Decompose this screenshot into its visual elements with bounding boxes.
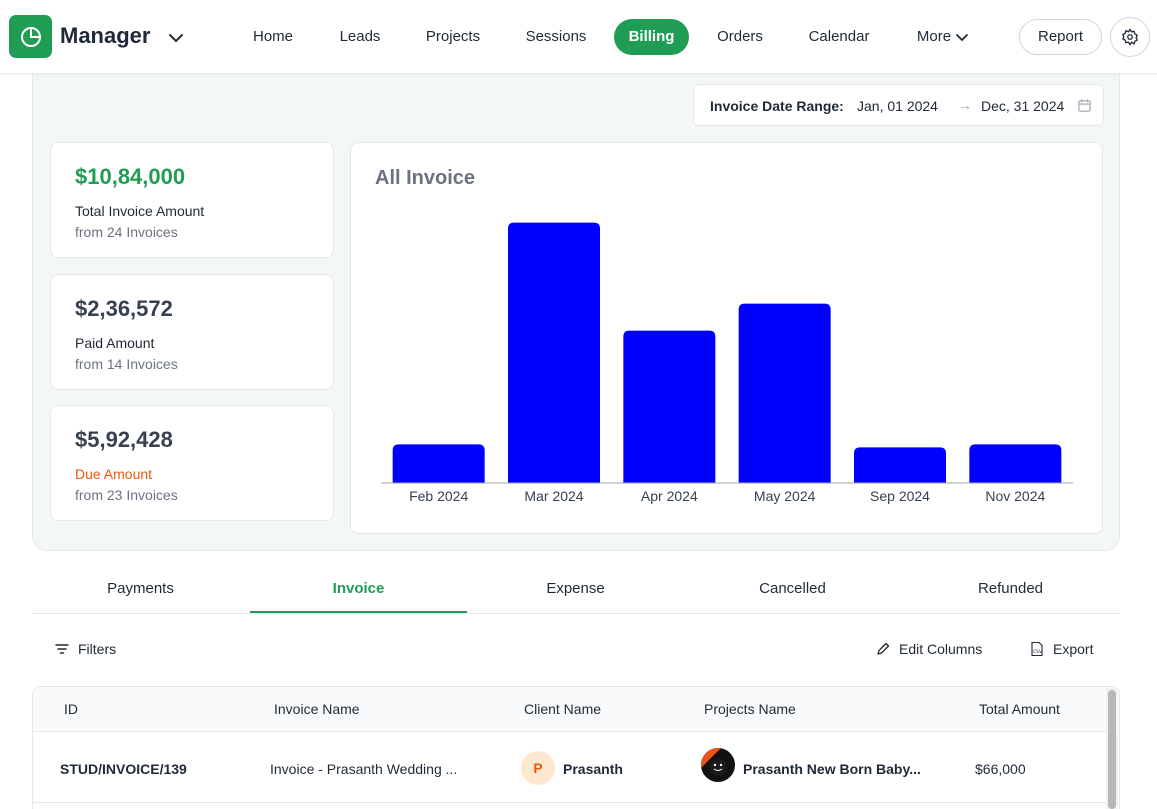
filters-label: Filters <box>78 641 117 657</box>
nav-projects[interactable]: Projects <box>425 28 481 45</box>
chart-bar-sep-2024[interactable] <box>854 447 946 483</box>
invoice-date-range-picker[interactable]: Invoice Date Range: Jan, 01 2024 → Dec, … <box>693 84 1104 126</box>
tab-invoice[interactable]: Invoice <box>250 567 467 613</box>
gear-icon <box>1121 28 1138 46</box>
paid-amount-card: $2,36,572 Paid Amount from 14 Invoices <box>50 274 334 390</box>
total-invoice-label: Total Invoice Amount <box>75 203 205 219</box>
edit-columns-button[interactable]: Edit Columns <box>875 641 982 657</box>
date-range-end[interactable]: Dec, 31 2024 <box>981 98 1065 114</box>
nav-orders[interactable]: Orders <box>717 28 763 45</box>
paid-invoice-count: from 14 Invoices <box>75 356 178 372</box>
export-button[interactable]: CSV Export <box>1029 641 1093 657</box>
brand-name[interactable]: Manager <box>60 23 151 48</box>
nav-sessions[interactable]: Sessions <box>525 28 587 45</box>
nav-more-label: More <box>916 28 952 45</box>
table-row[interactable]: STUD/INVOICE/139 Invoice - Prasanth Wedd… <box>33 733 1119 803</box>
due-amount-card: $5,92,428 Due Amount from 23 Invoices <box>50 405 334 521</box>
tab-cancelled[interactable]: Cancelled <box>759 580 826 597</box>
settings-button[interactable] <box>1110 17 1150 57</box>
column-projects-name[interactable]: Projects Name <box>704 701 796 717</box>
svg-text:CSV: CSV <box>1033 649 1043 655</box>
invoice-table: ID Invoice Name Client Name Projects Nam… <box>32 686 1120 809</box>
csv-file-icon: CSV <box>1031 641 1043 657</box>
x-tick-label: Apr 2024 <box>641 488 698 504</box>
calendar-icon[interactable] <box>1077 98 1092 113</box>
x-tick-label: May 2024 <box>754 488 816 504</box>
app-logo-icon[interactable] <box>9 15 52 58</box>
chart-title: All Invoice <box>375 167 476 189</box>
chevron-down-icon[interactable] <box>166 28 186 48</box>
chevron-down-icon <box>956 34 968 42</box>
total-amount: $66,000 <box>975 761 1026 777</box>
chart-bar-feb-2024[interactable] <box>392 444 485 483</box>
filters-button[interactable]: Filters <box>54 641 116 657</box>
total-invoice-count: from 24 Invoices <box>75 224 178 240</box>
due-invoice-count: from 23 Invoices <box>75 487 178 503</box>
project-thumbnail-icon <box>701 748 735 782</box>
column-invoice-name[interactable]: Invoice Name <box>274 701 360 717</box>
scrollbar-thumb[interactable] <box>1108 690 1116 809</box>
tab-expense[interactable]: Expense <box>546 580 605 597</box>
invoice-bar-chart: Feb 2024 Mar 2024 Apr 2024 May 2024 Sep 2024… <box>381 222 1073 504</box>
project-name[interactable]: Prasanth New Born Baby... <box>743 761 921 777</box>
client-name[interactable]: Prasanth <box>563 761 623 777</box>
x-tick-label: Sep 2024 <box>870 488 930 504</box>
export-label: Export <box>1053 641 1094 657</box>
column-id[interactable]: ID <box>64 701 78 717</box>
x-tick-label: Nov 2024 <box>985 488 1045 504</box>
column-total-amount[interactable]: Total Amount <box>979 701 1060 717</box>
summary-panel: Invoice Date Range: Jan, 01 2024 → Dec, … <box>32 66 1120 551</box>
filter-icon <box>55 644 69 654</box>
nav-leads[interactable]: Leads <box>339 28 381 45</box>
x-tick-label: Feb 2024 <box>409 488 468 504</box>
edit-columns-label: Edit Columns <box>899 641 983 657</box>
nav-home[interactable]: Home <box>252 28 293 45</box>
arrow-right-icon: → <box>958 97 972 113</box>
column-client-name[interactable]: Client Name <box>524 701 602 717</box>
billing-tabs: Payments Invoice Expense Cancelled Refun… <box>32 567 1120 614</box>
due-amount: $5,92,428 <box>75 427 173 452</box>
invoice-id[interactable]: STUD/INVOICE/139 <box>60 761 187 777</box>
chart-bar-apr-2024[interactable] <box>623 330 716 483</box>
date-range-label: Invoice Date Range: <box>710 98 844 114</box>
chart-bar-nov-2024[interactable] <box>969 444 1062 483</box>
report-button[interactable]: Report <box>1019 19 1102 55</box>
tab-refunded[interactable]: Refunded <box>977 580 1044 597</box>
table-header: ID Invoice Name Client Name Projects Nam… <box>33 687 1119 732</box>
x-tick-label: Mar 2024 <box>524 488 583 504</box>
chart-bar-mar-2024[interactable] <box>508 222 600 483</box>
due-amount-label: Due Amount <box>75 466 153 482</box>
total-invoice-card: $10,84,000 Total Invoice Amount from 24 … <box>50 142 334 258</box>
all-invoice-chart-card: All Invoice Feb 2024 Mar 2024 Apr 2024 May … <box>350 142 1103 534</box>
pencil-icon <box>877 642 890 655</box>
invoice-name[interactable]: Invoice - Prasanth Wedding ... <box>270 761 458 777</box>
date-range-start[interactable]: Jan, 01 2024 <box>857 98 938 114</box>
chart-bar-may-2024[interactable] <box>738 303 831 483</box>
paid-amount: $2,36,572 <box>75 296 173 321</box>
nav-calendar[interactable]: Calendar <box>808 28 870 45</box>
nav-billing[interactable]: Billing <box>614 19 689 55</box>
table-scrollbar[interactable] <box>1106 688 1118 809</box>
nav-more[interactable]: More <box>903 19 983 55</box>
total-invoice-amount: $10,84,000 <box>75 164 186 189</box>
paid-amount-label: Paid Amount <box>75 335 155 351</box>
tab-payments[interactable]: Payments <box>107 580 174 597</box>
top-header: Manager Home Leads Projects Sessions Bil… <box>0 0 1157 74</box>
client-avatar: P <box>521 751 555 785</box>
